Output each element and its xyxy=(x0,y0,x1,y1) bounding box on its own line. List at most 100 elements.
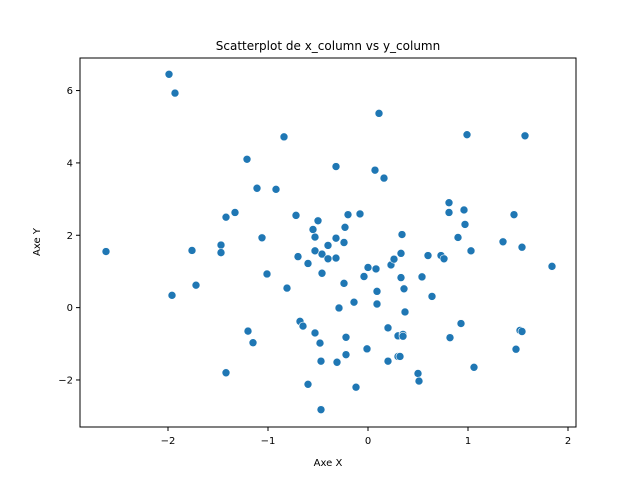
x-axis: −2 −1 0 1 2 xyxy=(161,427,571,447)
data-point xyxy=(509,210,519,219)
data-point xyxy=(341,350,351,359)
data-point xyxy=(332,357,342,367)
y-tick-label: 6 xyxy=(67,86,73,97)
data-point xyxy=(389,254,399,264)
data-point xyxy=(317,249,327,259)
data-point xyxy=(362,344,372,354)
y-axis-label: Axe Y xyxy=(32,227,43,256)
data-point xyxy=(310,232,320,242)
data-point xyxy=(316,405,326,414)
data-point xyxy=(167,291,177,300)
data-point xyxy=(372,287,382,296)
data-point xyxy=(187,246,197,255)
x-tick-label: −1 xyxy=(261,436,276,447)
data-point xyxy=(469,363,479,372)
data-point xyxy=(444,208,454,217)
data-point xyxy=(341,332,351,342)
data-point xyxy=(310,328,320,338)
data-point xyxy=(303,259,313,268)
data-point xyxy=(399,284,409,294)
data-point xyxy=(340,223,350,232)
data-point xyxy=(439,254,449,264)
data-point xyxy=(383,356,393,366)
data-point xyxy=(221,212,231,222)
data-point xyxy=(339,279,349,288)
data-point xyxy=(279,132,289,142)
data-point xyxy=(164,69,174,79)
data-point xyxy=(271,185,281,194)
data-point xyxy=(298,321,308,331)
data-point xyxy=(374,109,384,118)
data-point xyxy=(252,183,262,193)
data-point xyxy=(323,241,333,250)
data-point xyxy=(293,252,303,261)
data-point xyxy=(395,352,405,361)
data-point xyxy=(331,233,341,243)
data-point xyxy=(303,380,313,389)
x-tick-label: 0 xyxy=(365,436,371,447)
y-axis: −2 0 2 4 6 xyxy=(58,86,80,386)
y-tick-label: 4 xyxy=(67,158,73,169)
data-point xyxy=(427,292,437,301)
data-point xyxy=(445,333,455,342)
chart-title: Scatterplot de x_column vs y_column xyxy=(216,39,440,53)
data-point xyxy=(310,246,320,256)
data-point xyxy=(444,198,454,208)
points-layer xyxy=(101,69,557,414)
data-point xyxy=(459,205,469,215)
x-tick-label: 2 xyxy=(565,436,571,447)
data-point xyxy=(101,247,111,256)
data-point xyxy=(372,299,382,309)
data-point xyxy=(242,154,252,164)
data-point xyxy=(317,268,327,278)
data-point xyxy=(331,162,341,171)
data-point xyxy=(396,249,406,258)
data-point xyxy=(379,173,389,183)
data-point xyxy=(517,242,527,252)
data-point xyxy=(413,369,423,378)
x-tick-label: 1 xyxy=(465,436,471,447)
x-tick-label: −2 xyxy=(161,436,176,447)
data-point xyxy=(243,326,253,336)
data-point xyxy=(291,211,301,220)
data-point xyxy=(460,220,470,229)
y-tick-label: 2 xyxy=(67,231,73,242)
data-point xyxy=(520,131,530,141)
data-point xyxy=(343,210,353,219)
data-point xyxy=(313,216,323,226)
data-point xyxy=(462,130,472,139)
x-axis-label: Axe X xyxy=(314,458,343,469)
y-tick-label: 0 xyxy=(67,303,73,314)
data-point xyxy=(323,254,333,264)
data-point xyxy=(262,269,272,279)
data-point xyxy=(331,253,341,263)
data-point xyxy=(191,280,201,290)
plot-frame xyxy=(79,57,577,428)
data-point xyxy=(359,272,369,281)
data-point xyxy=(216,240,226,250)
data-point xyxy=(456,319,466,328)
data-point xyxy=(308,225,318,234)
data-point xyxy=(334,303,344,313)
data-point xyxy=(282,283,292,293)
data-point xyxy=(547,262,557,271)
data-point xyxy=(351,382,361,392)
data-point xyxy=(355,209,365,219)
data-point xyxy=(363,263,373,272)
data-point xyxy=(511,344,521,354)
data-point xyxy=(216,248,226,257)
data-point xyxy=(400,307,410,317)
data-point xyxy=(417,272,427,282)
data-point xyxy=(466,246,476,256)
data-point xyxy=(517,327,527,336)
data-point xyxy=(498,237,508,247)
data-point xyxy=(230,208,240,217)
data-point xyxy=(370,165,380,175)
data-point xyxy=(221,368,231,378)
data-point xyxy=(315,338,325,348)
data-point xyxy=(339,238,349,247)
data-point xyxy=(414,376,424,386)
data-point xyxy=(398,331,408,341)
